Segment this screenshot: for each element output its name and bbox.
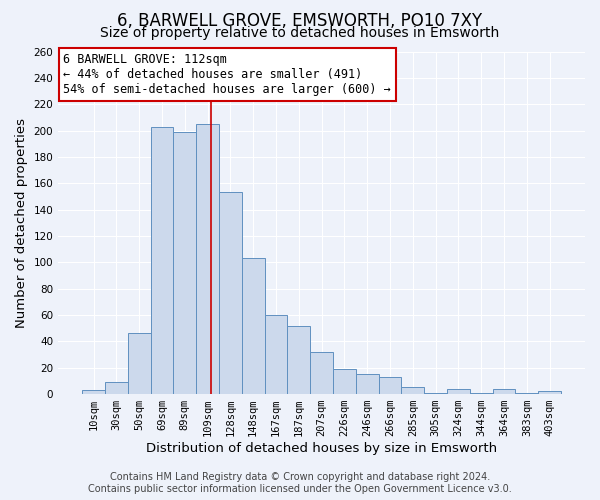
Bar [265, 315, 287, 394]
Bar [105, 382, 128, 394]
Bar [287, 326, 310, 394]
X-axis label: Distribution of detached houses by size in Emsworth: Distribution of detached houses by size … [146, 442, 497, 455]
Bar [242, 258, 265, 394]
Bar [128, 334, 151, 394]
Bar [424, 393, 447, 394]
Text: Size of property relative to detached houses in Emsworth: Size of property relative to detached ho… [100, 26, 500, 40]
Bar [538, 392, 561, 394]
Bar [196, 124, 219, 394]
Bar [470, 393, 493, 394]
Text: Contains HM Land Registry data © Crown copyright and database right 2024.
Contai: Contains HM Land Registry data © Crown c… [88, 472, 512, 494]
Bar [310, 352, 333, 394]
Bar [219, 192, 242, 394]
Bar [515, 393, 538, 394]
Bar [493, 389, 515, 394]
Y-axis label: Number of detached properties: Number of detached properties [15, 118, 28, 328]
Bar [356, 374, 379, 394]
Bar [401, 388, 424, 394]
Bar [151, 126, 173, 394]
Bar [333, 369, 356, 394]
Bar [173, 132, 196, 394]
Bar [379, 377, 401, 394]
Bar [447, 389, 470, 394]
Text: 6, BARWELL GROVE, EMSWORTH, PO10 7XY: 6, BARWELL GROVE, EMSWORTH, PO10 7XY [118, 12, 482, 30]
Bar [82, 390, 105, 394]
Text: 6 BARWELL GROVE: 112sqm
← 44% of detached houses are smaller (491)
54% of semi-d: 6 BARWELL GROVE: 112sqm ← 44% of detache… [64, 53, 391, 96]
